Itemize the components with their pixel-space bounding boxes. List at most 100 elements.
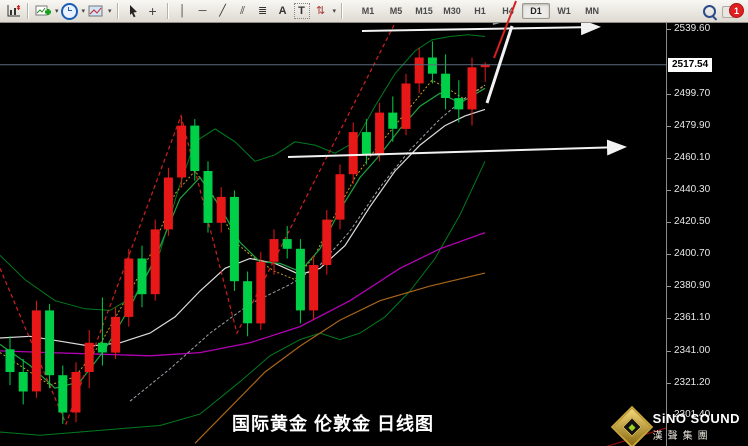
cursor-icon[interactable] [124,2,142,20]
text-label-icon[interactable]: T [293,3,310,19]
candle [309,265,319,311]
candle [454,98,464,110]
crosshair-icon[interactable]: + [148,3,157,19]
axis-tick [667,254,671,256]
text-icon[interactable]: A [278,4,287,17]
current-price-tag: 2517.54 [668,57,713,72]
toolbar-separator [341,3,344,19]
candle [97,342,107,353]
tf-m1[interactable]: M1 [361,6,375,16]
tf-m15[interactable]: M15 [415,6,433,16]
candle [375,112,385,155]
candle [282,239,292,249]
candle [243,281,253,324]
periods-caret[interactable]: ▾ [81,8,86,15]
axis-tick [667,415,671,417]
candle [18,372,28,392]
candle [124,258,134,317]
candle [229,196,239,282]
logo-diamond-icon [610,405,653,446]
candle [203,171,213,223]
chart-title: 国际黄金 伦敦金 日线图 [231,414,434,434]
candle [216,196,226,223]
fibonacci-icon[interactable]: ≣ [257,4,268,17]
axis-price-label: 2539.60 [674,23,711,34]
candle [467,67,477,110]
axis-price-label: 2321.20 [674,377,711,389]
tf-h1[interactable]: H1 [474,6,486,16]
axis-tick [667,29,671,30]
axis-price-label: 2420.50 [674,216,711,228]
axis-price-label: 2361.10 [674,312,711,324]
axis-price-label: 2460.10 [674,151,711,163]
timeframe-group: M1 M5 M15 M30 H1 H4 D1 W1 MN [354,3,606,19]
axis-tick [667,125,671,127]
candle [401,83,411,129]
axis-tick [667,350,671,352]
chart-window-icon[interactable] [4,2,22,20]
middle-horizontal-arrow-annotation[interactable] [287,139,627,158]
candle [150,229,160,295]
axis-tick [667,286,671,288]
tf-w1[interactable]: W1 [557,6,571,16]
new-chart-caret[interactable]: ▾ [55,8,59,15]
candle [31,310,41,392]
template-icon[interactable] [87,2,105,20]
candle [84,342,94,372]
toolbar-separator [27,3,29,19]
periods-clock-icon[interactable] [61,2,79,20]
axis-price-label: 2499.70 [674,87,711,99]
trendline-icon[interactable]: ╱ [219,4,226,17]
candle [163,177,173,230]
candle [71,372,81,413]
candle [137,258,147,295]
candle [348,132,358,175]
tf-mn[interactable]: MN [585,6,600,16]
candle [5,349,15,372]
new-chart-icon[interactable] [34,2,52,20]
candlestick-series [5,41,490,424]
tf-m30[interactable]: M30 [443,6,461,16]
candle [111,316,121,353]
tf-h4[interactable]: H4 [502,6,514,16]
red-up-arrow-annotation[interactable] [480,0,540,62]
channel-icon[interactable]: ⫽ [240,4,245,17]
horizontal-line-icon[interactable]: ─ [198,4,207,17]
axis-price-label: 2380.90 [674,280,711,292]
toolbar-separator [166,3,169,19]
search-icon[interactable] [700,2,718,20]
notifications-icon[interactable]: 1 [722,3,744,19]
candle [269,239,279,262]
axis-price-label: 2440.30 [674,183,711,195]
candle [58,375,68,413]
top-horizontal-arrow-annotation[interactable] [361,19,601,36]
candle [177,125,187,178]
sino-sound-logo: SiNO SOUND 漢聲集團 [610,405,740,446]
axis-price-label: 2400.70 [674,248,711,260]
candle [388,112,398,129]
steep-white-line-annotation[interactable] [485,25,514,104]
candle [414,57,424,84]
axis-tick [667,318,671,320]
axis-tick [667,222,671,224]
axis-tick [667,93,671,95]
axis-tick [667,383,671,385]
orange-slow-ma [194,272,486,444]
axis-price-label: 2301.40 [674,409,711,421]
notification-badge: 1 [729,3,744,18]
candle [480,64,490,68]
arrows-caret[interactable]: ▾ [332,8,337,15]
candle [441,73,451,98]
tf-d1-active[interactable]: D1 [522,3,551,19]
bollinger-lower-band [0,161,486,436]
template-caret[interactable]: ▾ [108,8,112,15]
logo-name: SiNO SOUND [652,411,740,426]
axis-price-label: 2341.00 [674,344,711,356]
logo-chinese-name: 漢聲集團 [652,431,713,442]
tf-m5[interactable]: M5 [389,6,403,16]
vertical-line-icon[interactable]: │ [179,4,186,17]
candle [295,248,305,311]
arrows-icon[interactable]: ⇅ [315,4,326,17]
